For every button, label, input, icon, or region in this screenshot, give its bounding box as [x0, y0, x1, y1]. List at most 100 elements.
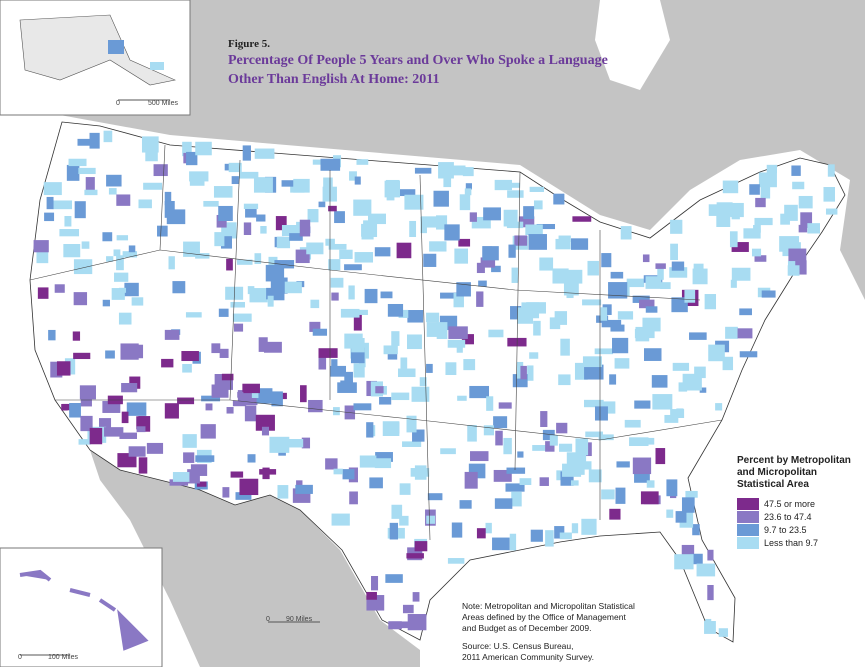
- area-patch: [655, 263, 666, 269]
- area-patch: [642, 254, 650, 263]
- area-patch: [284, 438, 304, 448]
- area-patch: [651, 375, 668, 388]
- area-patch: [289, 233, 303, 241]
- area-patch: [111, 288, 125, 300]
- area-patch: [520, 365, 527, 380]
- area-patch: [218, 205, 233, 222]
- area-patch: [348, 285, 355, 300]
- area-patch: [354, 252, 374, 263]
- area-patch: [632, 457, 652, 475]
- area-patch: [645, 276, 662, 289]
- area-patch: [386, 189, 395, 201]
- area-patch: [718, 628, 729, 637]
- area-patch: [228, 162, 242, 173]
- area-patch: [46, 196, 54, 210]
- area-patch: [81, 241, 90, 249]
- area-patch: [124, 282, 139, 297]
- area-patch: [221, 373, 234, 381]
- area-patch: [391, 392, 410, 401]
- area-patch: [104, 427, 124, 437]
- area-patch: [318, 352, 327, 370]
- area-patch: [172, 281, 186, 294]
- area-patch: [506, 467, 526, 474]
- area-patch: [426, 312, 440, 323]
- area-patch: [166, 209, 186, 225]
- area-patch: [43, 182, 62, 196]
- area-patch: [639, 299, 655, 309]
- area-patch: [353, 199, 372, 216]
- area-patch: [587, 260, 599, 276]
- area-patch: [526, 302, 546, 314]
- area-patch: [230, 471, 244, 478]
- area-patch: [456, 282, 471, 297]
- area-patch: [102, 401, 121, 413]
- area-patch: [301, 437, 311, 449]
- area-patch: [737, 328, 753, 339]
- area-patch: [78, 439, 91, 445]
- area-patch: [478, 280, 487, 287]
- area-patch: [318, 201, 326, 208]
- area-patch: [715, 403, 723, 411]
- area-patch: [655, 448, 666, 465]
- area-patch: [263, 341, 282, 353]
- area-patch: [427, 493, 443, 501]
- area-patch: [172, 472, 190, 482]
- area-patch: [787, 265, 800, 276]
- area-patch: [644, 437, 655, 445]
- area-patch: [195, 141, 212, 156]
- area-patch: [482, 246, 499, 261]
- scale-label: 90 Miles: [286, 616, 313, 623]
- area-patch: [412, 429, 425, 442]
- area-patch: [295, 484, 313, 494]
- area-patch: [508, 244, 516, 258]
- area-patch: [121, 383, 138, 393]
- area-patch: [136, 426, 146, 433]
- area-patch: [704, 621, 716, 634]
- area-patch: [766, 164, 778, 174]
- area-patch: [525, 224, 543, 236]
- area-patch: [509, 533, 517, 551]
- area-patch: [116, 235, 129, 241]
- area-patch: [78, 167, 96, 175]
- area-patch: [664, 414, 679, 423]
- area-patch: [545, 530, 554, 547]
- area-patch: [465, 183, 472, 190]
- area-patch: [798, 195, 813, 209]
- area-patch: [553, 193, 565, 205]
- area-patch: [359, 455, 377, 468]
- area-patch: [725, 326, 738, 339]
- area-patch: [492, 537, 510, 551]
- area-patch: [412, 592, 420, 602]
- area-patch: [374, 247, 391, 257]
- area-patch: [559, 532, 572, 540]
- area-patch: [571, 480, 579, 486]
- legend-title: and Micropolitan: [737, 467, 817, 478]
- area-patch: [182, 141, 192, 157]
- legend-swatch: [737, 511, 759, 523]
- area-patch: [506, 221, 524, 229]
- area-patches: [33, 130, 838, 637]
- area-patch: [242, 145, 251, 161]
- area-patch: [457, 395, 467, 401]
- title: Percentage Of People 5 Years and Over Wh…: [228, 53, 608, 68]
- area-patch: [594, 406, 608, 421]
- area-patch: [731, 205, 740, 220]
- area-patch: [445, 362, 457, 376]
- area-patch: [254, 148, 275, 159]
- area-patch: [447, 339, 466, 348]
- area-patch: [788, 248, 807, 262]
- area-patch: [344, 371, 353, 383]
- area-patch: [480, 257, 496, 268]
- area-patch: [331, 359, 338, 371]
- area-patch: [743, 228, 761, 239]
- area-patch: [429, 241, 447, 252]
- area-patch: [558, 374, 571, 386]
- area-patch: [196, 481, 207, 487]
- area-patch: [582, 299, 602, 306]
- area-patch: [707, 549, 714, 561]
- area-patch: [511, 267, 519, 283]
- area-patch: [281, 180, 300, 187]
- area-patch: [119, 432, 138, 439]
- area-patch: [214, 232, 225, 247]
- area-patch: [203, 200, 219, 207]
